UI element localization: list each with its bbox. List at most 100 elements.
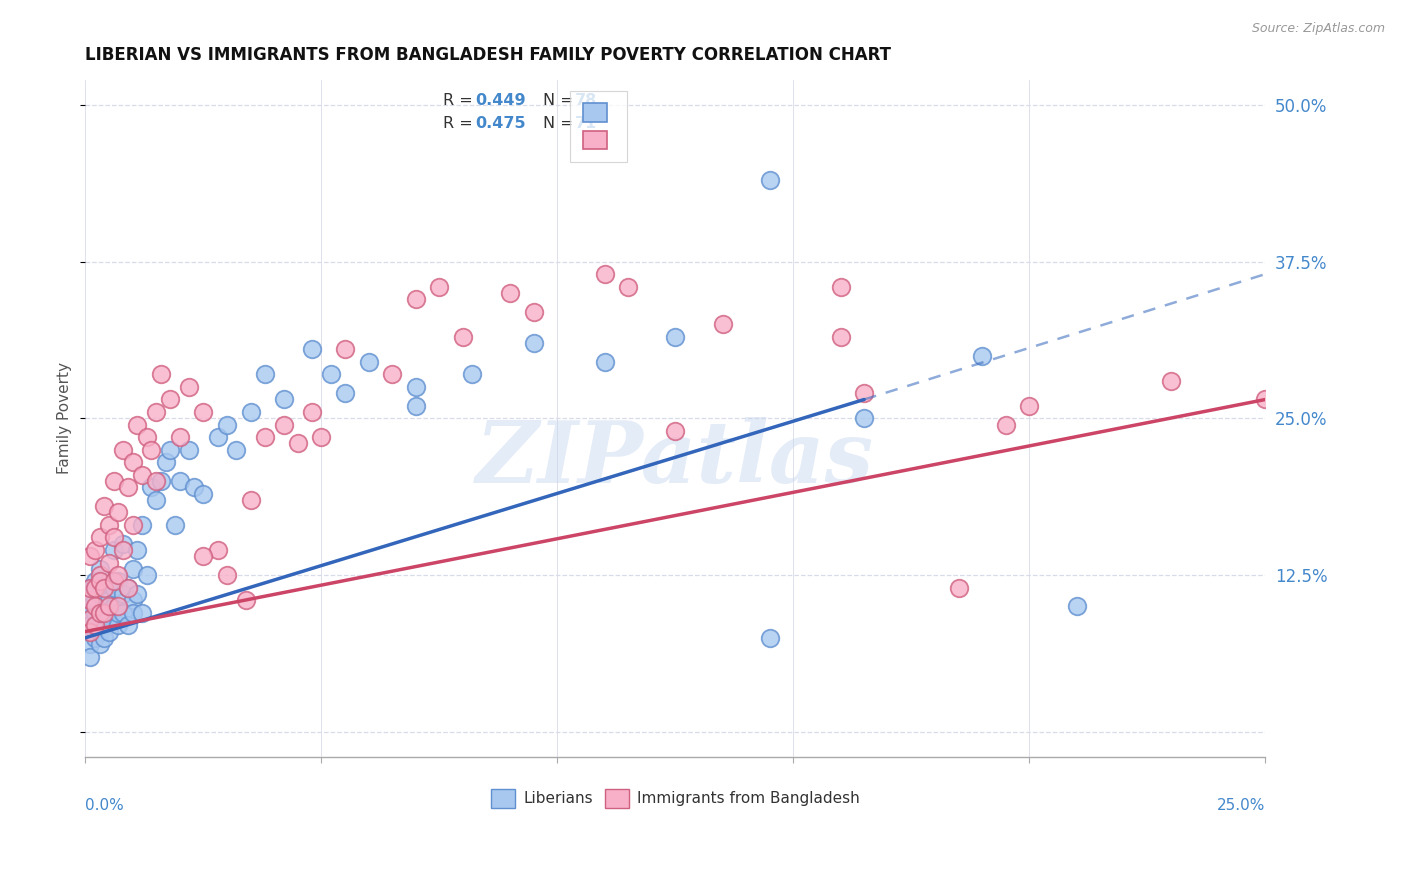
- Point: [1254, 392, 1277, 407]
- Point: [1018, 399, 1040, 413]
- Point: [994, 417, 1017, 432]
- Point: [1066, 599, 1088, 614]
- Point: [89, 637, 111, 651]
- Point: [141, 480, 163, 494]
- Point: [83, 581, 105, 595]
- Text: N =: N =: [543, 94, 579, 109]
- Y-axis label: Family Poverty: Family Poverty: [58, 362, 72, 475]
- Point: [103, 474, 125, 488]
- Point: [79, 581, 101, 595]
- Point: [523, 336, 546, 351]
- Text: 25.0%: 25.0%: [1218, 797, 1265, 813]
- Point: [83, 593, 105, 607]
- Point: [117, 480, 139, 494]
- Point: [183, 480, 205, 494]
- Point: [89, 606, 111, 620]
- Point: [79, 549, 101, 564]
- Point: [121, 593, 143, 607]
- Point: [103, 574, 125, 589]
- Point: [145, 474, 167, 488]
- Point: [89, 612, 111, 626]
- Point: [107, 618, 129, 632]
- Point: [93, 606, 115, 620]
- Point: [131, 467, 153, 482]
- Point: [1160, 374, 1182, 388]
- Point: [159, 442, 181, 457]
- Point: [193, 549, 215, 564]
- Point: [103, 531, 125, 545]
- Point: [127, 587, 149, 601]
- Point: [215, 417, 238, 432]
- Text: 0.475: 0.475: [475, 116, 526, 131]
- Point: [112, 537, 135, 551]
- Point: [135, 568, 157, 582]
- Point: [499, 285, 522, 300]
- Point: [207, 430, 229, 444]
- Point: [131, 606, 153, 620]
- Point: [830, 279, 852, 293]
- Point: [301, 405, 323, 419]
- Point: [112, 587, 135, 601]
- Point: [79, 649, 101, 664]
- Point: [117, 618, 139, 632]
- Point: [853, 411, 876, 425]
- Point: [103, 543, 125, 558]
- Point: [301, 343, 323, 357]
- Point: [405, 292, 427, 306]
- Text: 71: 71: [575, 116, 598, 131]
- Point: [853, 386, 876, 401]
- Text: ZIPatlas: ZIPatlas: [477, 417, 875, 500]
- Point: [239, 492, 262, 507]
- Text: N =: N =: [543, 116, 579, 131]
- Point: [107, 505, 129, 519]
- Point: [127, 417, 149, 432]
- Legend: Liberians, Immigrants from Bangladesh: Liberians, Immigrants from Bangladesh: [485, 783, 866, 814]
- Point: [79, 599, 101, 614]
- Point: [149, 368, 172, 382]
- Point: [89, 574, 111, 589]
- Point: [357, 355, 380, 369]
- Point: [121, 455, 143, 469]
- Point: [79, 624, 101, 639]
- Point: [79, 612, 101, 626]
- Point: [98, 624, 121, 639]
- Point: [98, 612, 121, 626]
- Point: [93, 631, 115, 645]
- Point: [79, 593, 101, 607]
- Point: [381, 368, 404, 382]
- Text: R =: R =: [443, 94, 478, 109]
- Point: [98, 574, 121, 589]
- Point: [155, 455, 177, 469]
- Point: [758, 631, 780, 645]
- Point: [617, 279, 640, 293]
- Point: [121, 517, 143, 532]
- Point: [131, 517, 153, 532]
- Point: [830, 330, 852, 344]
- Point: [149, 474, 172, 488]
- Point: [664, 330, 686, 344]
- Point: [89, 624, 111, 639]
- Point: [117, 581, 139, 595]
- Point: [523, 304, 546, 318]
- Point: [972, 349, 994, 363]
- Point: [319, 368, 342, 382]
- Point: [333, 386, 356, 401]
- Point: [405, 380, 427, 394]
- Text: LIBERIAN VS IMMIGRANTS FROM BANGLADESH FAMILY POVERTY CORRELATION CHART: LIBERIAN VS IMMIGRANTS FROM BANGLADESH F…: [86, 46, 891, 64]
- Point: [225, 442, 247, 457]
- Point: [593, 267, 616, 281]
- Point: [103, 581, 125, 595]
- Point: [83, 606, 105, 620]
- Point: [98, 599, 121, 614]
- Point: [169, 430, 191, 444]
- Point: [89, 568, 111, 582]
- Point: [83, 631, 105, 645]
- Point: [83, 618, 105, 632]
- Point: [107, 568, 129, 582]
- Point: [159, 392, 181, 407]
- Point: [239, 405, 262, 419]
- Point: [79, 618, 101, 632]
- Point: [593, 355, 616, 369]
- Point: [83, 581, 105, 595]
- Point: [145, 405, 167, 419]
